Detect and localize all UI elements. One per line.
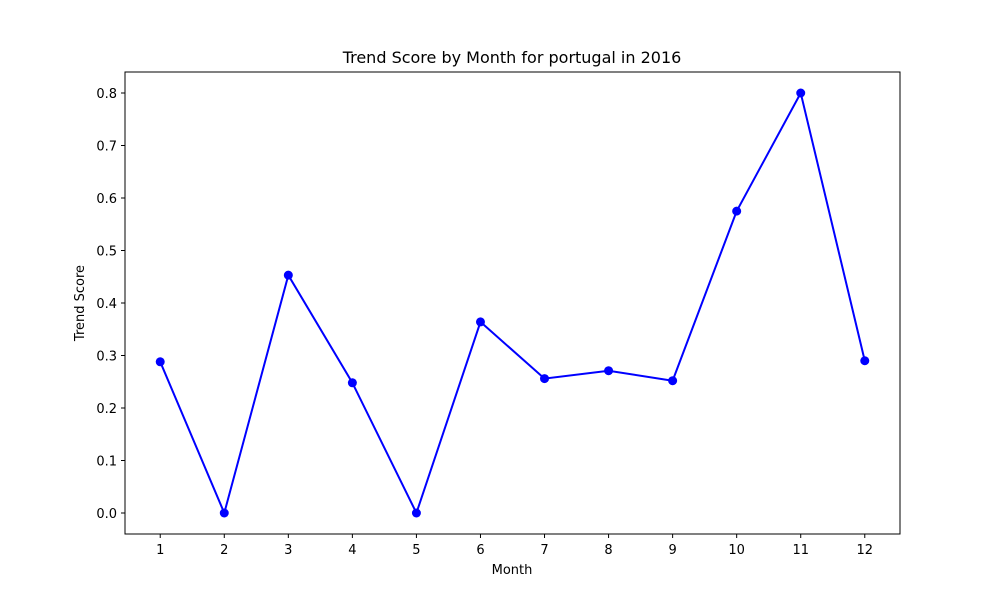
y-tick-label: 0.3 xyxy=(96,350,117,365)
y-tick-label: 0.0 xyxy=(96,507,117,522)
x-tick-label: 5 xyxy=(412,543,420,558)
data-point xyxy=(860,356,870,366)
data-point xyxy=(283,270,293,280)
plot-frame xyxy=(124,71,901,535)
y-tick-label: 0.4 xyxy=(96,297,117,312)
x-axis-ticks: 1 2 3 4 5 6 7 8 9 10 11 12 xyxy=(156,534,873,558)
data-point xyxy=(732,206,742,216)
y-tick-label: 0.2 xyxy=(96,402,117,417)
y-axis-label: Trend Score xyxy=(73,265,88,342)
x-tick-label: 6 xyxy=(476,543,484,558)
series-layer xyxy=(155,88,870,518)
y-tick-label: 0.8 xyxy=(96,87,117,102)
x-tick-label: 4 xyxy=(348,543,356,558)
x-tick-label: 3 xyxy=(284,543,292,558)
y-tick-label: 0.1 xyxy=(96,455,117,470)
y-tick-label: 0.5 xyxy=(96,245,117,260)
y-tick-label: 0.6 xyxy=(96,192,117,207)
x-tick-label: 12 xyxy=(856,543,873,558)
data-point xyxy=(219,508,229,518)
y-axis-ticks: 0.0 0.1 0.2 0.3 0.4 0.5 0.6 0.7 0.8 xyxy=(96,87,125,522)
series-line xyxy=(159,90,866,517)
x-axis-label: Month xyxy=(492,563,533,578)
chart-title: Trend Score by Month for portugal in 201… xyxy=(342,48,682,67)
x-tick-label: 11 xyxy=(792,543,809,558)
data-point xyxy=(347,378,357,388)
data-point xyxy=(540,374,550,384)
x-tick-label: 1 xyxy=(156,543,164,558)
data-point xyxy=(155,357,165,367)
x-tick-label: 9 xyxy=(668,543,676,558)
x-tick-label: 10 xyxy=(728,543,745,558)
data-point xyxy=(475,317,485,327)
data-point xyxy=(668,376,678,386)
data-point xyxy=(604,366,614,376)
x-tick-label: 7 xyxy=(540,543,548,558)
y-tick-label: 0.7 xyxy=(96,140,117,155)
x-tick-label: 8 xyxy=(604,543,612,558)
data-point xyxy=(796,88,806,98)
data-point xyxy=(411,508,421,518)
x-tick-label: 2 xyxy=(220,543,228,558)
